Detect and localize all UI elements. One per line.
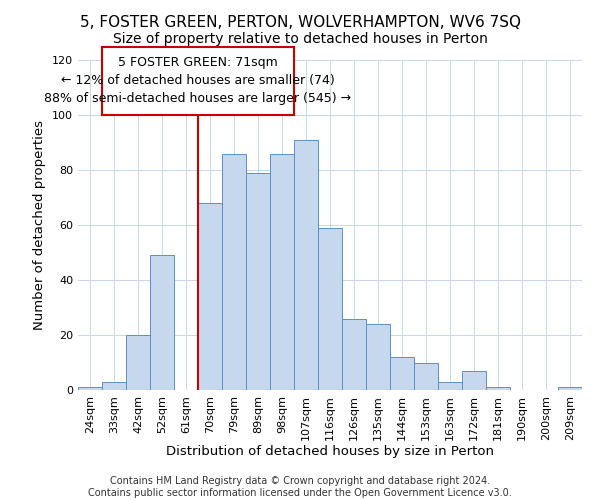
Bar: [486, 387, 510, 390]
Bar: [126, 335, 150, 390]
Bar: [270, 154, 294, 390]
Bar: [342, 318, 366, 390]
Bar: [318, 228, 342, 390]
X-axis label: Distribution of detached houses by size in Perton: Distribution of detached houses by size …: [166, 446, 494, 458]
Bar: [414, 362, 438, 390]
Y-axis label: Number of detached properties: Number of detached properties: [34, 120, 46, 330]
Bar: [78, 387, 102, 390]
Bar: [198, 203, 222, 390]
Bar: [222, 154, 246, 390]
Bar: [366, 324, 390, 390]
Bar: [462, 371, 486, 390]
Bar: [294, 140, 318, 390]
Text: Size of property relative to detached houses in Perton: Size of property relative to detached ho…: [113, 32, 487, 46]
Bar: [102, 382, 126, 390]
Bar: [558, 387, 582, 390]
Bar: [390, 357, 414, 390]
Text: 5 FOSTER GREEN: 71sqm
← 12% of detached houses are smaller (74)
88% of semi-deta: 5 FOSTER GREEN: 71sqm ← 12% of detached …: [44, 56, 352, 106]
Bar: [438, 382, 462, 390]
Bar: [150, 255, 174, 390]
Bar: [246, 173, 270, 390]
FancyBboxPatch shape: [102, 47, 294, 115]
Text: Contains HM Land Registry data © Crown copyright and database right 2024.
Contai: Contains HM Land Registry data © Crown c…: [88, 476, 512, 498]
Text: 5, FOSTER GREEN, PERTON, WOLVERHAMPTON, WV6 7SQ: 5, FOSTER GREEN, PERTON, WOLVERHAMPTON, …: [79, 15, 521, 30]
